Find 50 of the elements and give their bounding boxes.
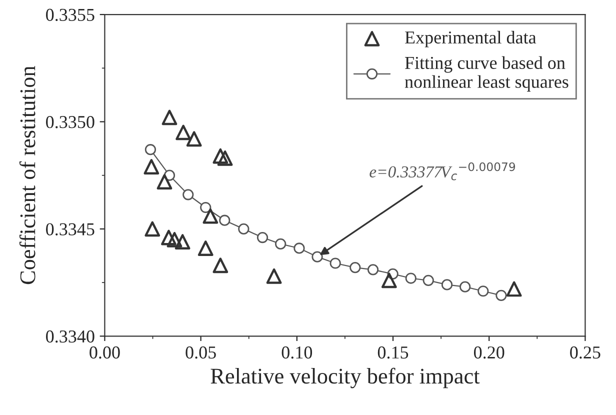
point — [166, 232, 182, 248]
y-tick-label: 0.3340 — [46, 330, 94, 343]
point — [506, 281, 522, 297]
point — [144, 221, 160, 237]
y-tick-label: 0.3350 — [46, 116, 94, 128]
point — [162, 110, 178, 126]
point — [161, 230, 176, 246]
x-tick-label: 0.10 — [282, 346, 312, 359]
y-tick-label: 0.3345 — [46, 223, 94, 236]
point — [212, 148, 228, 164]
point — [186, 131, 202, 147]
point — [144, 159, 160, 174]
point — [405, 272, 416, 284]
x-axis-title: Relative velocity befor impact — [210, 368, 480, 388]
point — [381, 272, 397, 288]
point — [144, 144, 156, 156]
point — [202, 208, 218, 224]
x-tick-label: 0.20 — [474, 346, 504, 359]
x-tick-label: 0.15 — [378, 346, 408, 359]
point — [350, 262, 361, 274]
point — [198, 240, 214, 256]
x-tick-label: 0.25 — [570, 346, 600, 359]
point — [367, 264, 379, 276]
point — [422, 274, 434, 286]
y-tick-label: 0.3355 — [46, 8, 94, 22]
point — [441, 279, 453, 290]
point — [496, 290, 507, 301]
point — [238, 223, 250, 234]
point — [330, 258, 341, 269]
y-axis-title: Coefficient of restitution — [19, 66, 36, 284]
point — [460, 281, 471, 292]
point — [478, 286, 489, 297]
point — [266, 268, 282, 284]
point — [182, 189, 194, 200]
point — [256, 232, 268, 244]
x-tick-label: 0.05 — [186, 346, 216, 359]
point — [275, 238, 286, 250]
point — [219, 214, 230, 226]
point — [200, 202, 212, 214]
annotation: e=0.33377V$_{c}$$^{−0.00079}$ — [370, 162, 516, 180]
legend-label: Experimental data — [405, 30, 536, 48]
point — [212, 258, 228, 274]
point — [174, 234, 190, 250]
point — [156, 174, 172, 190]
legend-label: Fitting curve based on nonlinear least squares — [404, 56, 568, 92]
point — [176, 124, 192, 140]
point — [294, 242, 305, 254]
point — [312, 251, 323, 262]
point — [217, 150, 233, 166]
x-tick-label: 0.00 — [90, 346, 120, 359]
